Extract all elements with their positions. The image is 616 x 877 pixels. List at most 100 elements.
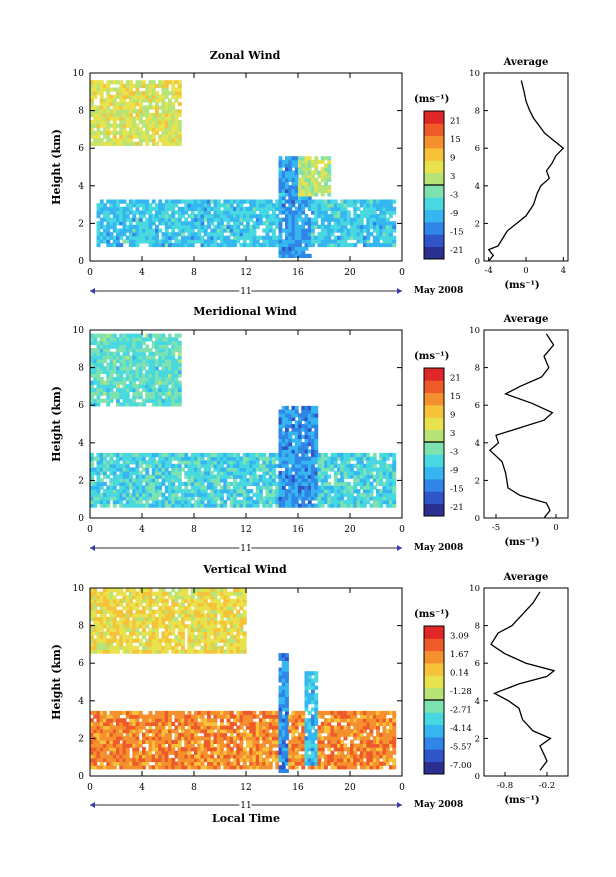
vertical-heatmap-cell xyxy=(171,613,175,617)
zonal-heatmap-cell xyxy=(90,102,94,106)
zonal-heatmap-cell xyxy=(360,232,364,236)
meridional-heatmap-cell xyxy=(386,457,390,461)
vertical-heatmap-cell xyxy=(139,603,143,607)
meridional-colorbar-swatch xyxy=(424,467,444,480)
meridional-heatmap-cell xyxy=(288,420,292,424)
meridional-heatmap-cell xyxy=(269,504,273,508)
meridional-heatmap-cell xyxy=(334,460,338,464)
meridional-heatmap-cell xyxy=(295,500,299,504)
meridional-heatmap-cell xyxy=(370,482,374,486)
meridional-heatmap-cell xyxy=(106,475,110,479)
meridional-heatmap-cell xyxy=(253,471,257,475)
zonal-heatmap-cell xyxy=(106,239,110,243)
meridional-x-tick-label: 12 xyxy=(240,525,251,535)
zonal-colorbar-swatch xyxy=(424,136,444,149)
meridional-heatmap-cell xyxy=(155,496,159,500)
vertical-heatmap-cell xyxy=(136,718,140,722)
vertical-heatmap-cell xyxy=(165,635,169,639)
meridional-heatmap-cell xyxy=(295,406,299,410)
vertical-heatmap-cell xyxy=(207,715,211,719)
zonal-heatmap-cell xyxy=(220,232,224,236)
zonal-heatmap-cell xyxy=(191,229,195,233)
zonal-heatmap-cell xyxy=(113,120,117,124)
zonal-heatmap-cell xyxy=(321,192,325,196)
meridional-profile-y-tick-label: 8 xyxy=(475,364,480,374)
zonal-heatmap-cell xyxy=(155,236,159,240)
zonal-colorbar-swatch xyxy=(424,111,444,124)
vertical-heatmap-cell xyxy=(181,639,185,643)
zonal-heatmap-cell xyxy=(139,218,143,222)
zonal-heatmap-cell xyxy=(253,210,257,214)
zonal-heatmap-cell xyxy=(217,200,221,204)
zonal-heatmap-cell xyxy=(327,160,331,164)
meridional-profile-y-tick-label: 10 xyxy=(469,326,480,336)
zonal-heatmap-cell xyxy=(392,200,396,204)
vertical-heatmap-cell xyxy=(139,744,143,748)
meridional-heatmap-cell xyxy=(90,384,94,388)
vertical-heatmap-cell xyxy=(116,650,120,654)
zonal-heatmap-cell xyxy=(100,80,104,84)
meridional-colorbar-tick-label: 9 xyxy=(450,410,455,420)
meridional-heatmap-cell xyxy=(106,402,110,406)
vertical-heatmap-cell xyxy=(142,725,146,729)
vertical-heatmap-cell xyxy=(217,599,221,603)
vertical-heatmap-cell xyxy=(139,639,143,643)
meridional-heatmap-cell xyxy=(392,496,396,500)
zonal-heatmap-cell xyxy=(93,95,97,99)
zonal-heatmap-cell xyxy=(152,138,156,142)
meridional-profile-frame xyxy=(484,330,568,518)
vertical-heatmap-cell xyxy=(210,754,214,758)
meridional-heatmap-cell xyxy=(314,449,318,453)
zonal-heatmap-cell xyxy=(106,91,110,95)
vertical-heatmap-cell xyxy=(149,595,153,599)
vertical-heatmap-cell xyxy=(142,765,146,769)
vertical-heatmap-cell xyxy=(168,715,172,719)
meridional-heatmap-cell xyxy=(370,471,374,475)
meridional-heatmap-cell xyxy=(392,475,396,479)
vertical-heatmap-cell xyxy=(126,751,130,755)
zonal-heatmap-cell xyxy=(321,221,325,225)
zonal-heatmap-cell xyxy=(236,225,240,229)
meridional-heatmap-cell xyxy=(106,500,110,504)
meridional-heatmap-cell xyxy=(308,428,312,432)
meridional-heatmap-cell xyxy=(327,493,331,497)
meridional-heatmap-cell xyxy=(272,478,276,482)
zonal-heatmap-cell xyxy=(100,91,104,95)
zonal-heatmap-cell xyxy=(158,229,162,233)
meridional-heatmap-cell xyxy=(340,478,344,482)
zonal-heatmap-cell xyxy=(178,80,182,84)
zonal-date-axis: 11 xyxy=(90,287,402,297)
zonal-heatmap-cell xyxy=(155,102,159,106)
zonal-heatmap-cell xyxy=(324,210,328,214)
meridional-colorbar-tick-label: 15 xyxy=(450,392,461,402)
zonal-heatmap-cell xyxy=(165,229,169,233)
meridional-heatmap-cell xyxy=(126,392,130,396)
vertical-heatmap-cell xyxy=(210,744,214,748)
meridional-heatmap-cell xyxy=(129,475,133,479)
vertical-heatmap-cell xyxy=(90,718,94,722)
meridional-colorbar-tick-label: -21 xyxy=(450,503,464,513)
meridional-heatmap-cell xyxy=(298,439,302,443)
zonal-profile-x-tick-label: 0 xyxy=(523,266,528,276)
meridional-heatmap-cell xyxy=(370,493,374,497)
vertical-heatmap-cell xyxy=(171,628,175,632)
zonal-heatmap-cell xyxy=(269,200,273,204)
zonal-heatmap-cell xyxy=(243,239,247,243)
zonal-heatmap-cell xyxy=(344,207,348,211)
meridional-heatmap-cell xyxy=(233,496,237,500)
zonal-heatmap-cell xyxy=(321,160,325,164)
zonal-heatmap-cell xyxy=(308,196,312,200)
meridional-heatmap-cell xyxy=(324,471,328,475)
zonal-heatmap-cell xyxy=(103,203,107,207)
zonal-heatmap-cell xyxy=(327,236,331,240)
meridional-heatmap-cell xyxy=(93,337,97,341)
zonal-y-tick-label: 6 xyxy=(78,144,84,154)
zonal-heatmap-cell xyxy=(171,229,175,233)
meridional-heatmap-cell xyxy=(314,446,318,450)
vertical-heatmap-cell xyxy=(129,610,133,614)
zonal-heatmap-cell xyxy=(155,232,159,236)
zonal-heatmap-cell xyxy=(327,171,331,175)
zonal-heatmap-cell xyxy=(279,236,283,240)
vertical-heatmap-cell xyxy=(129,599,133,603)
meridional-heatmap-cell xyxy=(311,464,315,468)
